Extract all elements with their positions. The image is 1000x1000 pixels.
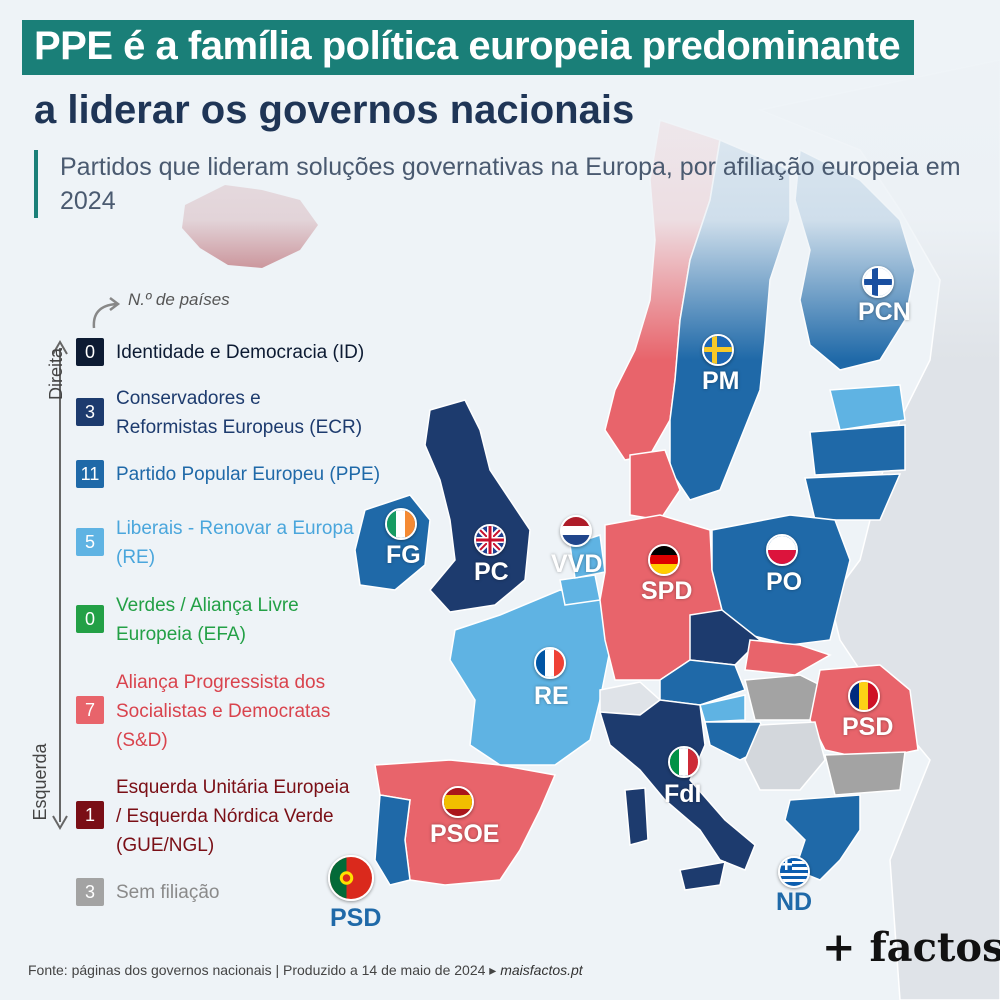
- legend-item-gue: 1 Esquerda Unitária Europeia / Esquerda …: [76, 773, 351, 860]
- label-finland: PCN: [858, 298, 911, 326]
- site-link[interactable]: maisfactos.pt: [500, 962, 583, 978]
- legend-item-sd: 7 Aliança Progressista dos Socialistas e…: [76, 668, 336, 755]
- footer: Fonte: páginas dos governos nacionais | …: [28, 962, 583, 979]
- legend-label: Conservadores e Reformistas Europeus (EC…: [116, 388, 363, 438]
- brand-logo: + factos: [822, 924, 1000, 971]
- romania-flag-icon: [848, 680, 880, 712]
- legend-item-none: 3 Sem filiação: [76, 878, 220, 907]
- cyprus-shape: [970, 905, 990, 918]
- france-flag-icon: [534, 647, 566, 679]
- subtitle: Partidos que lideram soluções governativ…: [34, 150, 1000, 218]
- legend-label: Partido Popular Europeu (PPE): [116, 464, 381, 485]
- count-hint: N.º de países: [128, 290, 230, 309]
- legend-count: 0: [76, 338, 104, 366]
- greece-flag-icon: [778, 856, 810, 888]
- portugal-flag-icon: [328, 855, 374, 901]
- legend-count: 0: [76, 605, 104, 633]
- finland-flag-icon: [862, 266, 894, 298]
- legend-label: Sem filiação: [116, 882, 220, 903]
- legend-count: 7: [76, 696, 104, 724]
- curved-arrow-icon: [92, 297, 121, 329]
- legend-count: 5: [76, 528, 104, 556]
- label-netherlands: VVD: [551, 550, 603, 578]
- ireland-flag-icon: [385, 508, 417, 540]
- axis-label-left: Esquerda: [30, 743, 50, 821]
- title-line-1: PPE é a família política europeia predom…: [34, 24, 901, 68]
- label-france: RE: [534, 682, 569, 710]
- label-italy: FdI: [664, 780, 702, 808]
- label-spain: PSOE: [430, 820, 500, 848]
- spain-flag-icon: [442, 786, 474, 818]
- legend-item-id: 0 Identidade e Democracia (ID): [76, 338, 364, 367]
- italy-flag-icon: [668, 746, 700, 778]
- legend-label: Liberais - Renovar a Europa (RE): [116, 518, 354, 568]
- legend-count: 1: [76, 801, 104, 829]
- legend-label: Verdes / Aliança Livre Europeia (EFA): [116, 595, 299, 645]
- legend-item-re: 5 Liberais - Renovar a Europa (RE): [76, 514, 356, 572]
- legend-label: Esquerda Unitária Europeia / Esquerda Nó…: [116, 777, 350, 856]
- uk-flag-icon: [474, 524, 506, 556]
- legend-label: Identidade e Democracia (ID): [116, 342, 365, 363]
- netherlands-flag-icon: [560, 515, 592, 547]
- legend-count: 3: [76, 878, 104, 906]
- legend-count: 11: [76, 460, 104, 488]
- germany-flag-icon: [648, 544, 680, 576]
- label-ireland: FG: [386, 541, 421, 569]
- label-poland: PO: [766, 568, 803, 596]
- label-sweden: PM: [702, 367, 740, 395]
- left-right-axis: [52, 340, 68, 830]
- label-germany: SPD: [641, 577, 693, 605]
- sweden-flag-icon: [702, 334, 734, 366]
- legend-item-ppe: 11 Partido Popular Europeu (PPE): [76, 460, 380, 489]
- legend-item-ecr: 3 Conservadores e Reformistas Europeus (…: [76, 384, 366, 442]
- label-romania: PSD: [842, 713, 894, 741]
- label-greece: ND: [776, 888, 813, 916]
- title-banner: PPE é a família política europeia predom…: [22, 20, 915, 75]
- label-portugal: PSD: [330, 904, 382, 932]
- legend-item-efa: 0 Verdes / Aliança Livre Europeia (EFA): [76, 591, 326, 649]
- source-note: Fonte: páginas dos governos nacionais | …: [28, 962, 497, 978]
- legend-count: 3: [76, 398, 104, 426]
- title-line-2: a liderar os governos nacionais: [34, 88, 635, 132]
- legend-label: Aliança Progressista dos Socialistas e D…: [116, 672, 331, 751]
- label-uk: PC: [474, 558, 509, 586]
- axis-label-right: Direita: [46, 348, 66, 401]
- poland-flag-icon: [766, 534, 798, 566]
